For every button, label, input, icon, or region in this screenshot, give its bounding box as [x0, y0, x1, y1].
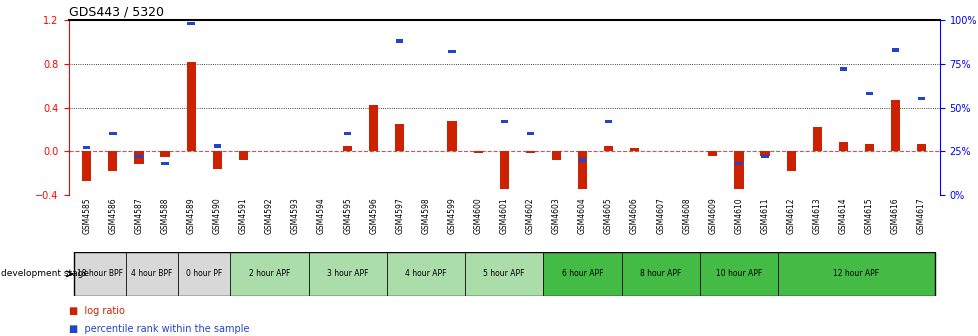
Text: 2 hour APF: 2 hour APF: [248, 269, 289, 278]
Bar: [699, 252, 778, 296]
Text: 6 hour APF: 6 hour APF: [561, 269, 602, 278]
Text: 4 hour APF: 4 hour APF: [405, 269, 446, 278]
Bar: [499, 151, 509, 190]
Bar: [448, 50, 455, 53]
Bar: [785, 151, 795, 171]
Bar: [891, 48, 898, 51]
Bar: [543, 252, 621, 296]
Text: 0 hour PF: 0 hour PF: [186, 269, 222, 278]
Text: 4 hour BPF: 4 hour BPF: [131, 269, 172, 278]
Bar: [734, 162, 742, 165]
Bar: [188, 22, 195, 25]
Bar: [578, 158, 586, 162]
Bar: [708, 151, 717, 156]
Bar: [126, 252, 178, 296]
Bar: [864, 143, 873, 151]
Bar: [734, 151, 742, 190]
Bar: [473, 151, 482, 153]
Text: development stage: development stage: [1, 269, 89, 278]
Bar: [109, 151, 117, 171]
Bar: [890, 100, 899, 151]
Text: ■  log ratio: ■ log ratio: [68, 306, 124, 316]
Bar: [110, 132, 116, 135]
Text: 18 hour BPF: 18 hour BPF: [76, 269, 122, 278]
Bar: [342, 146, 352, 151]
Bar: [500, 120, 508, 123]
Bar: [447, 121, 456, 151]
Bar: [552, 151, 560, 160]
Bar: [630, 148, 639, 151]
Bar: [917, 97, 924, 100]
Bar: [465, 252, 543, 296]
Text: 10 hour APF: 10 hour APF: [715, 269, 761, 278]
Bar: [212, 151, 222, 169]
Bar: [308, 252, 386, 296]
Bar: [134, 151, 144, 164]
Bar: [160, 151, 169, 157]
Bar: [343, 132, 351, 135]
Bar: [621, 252, 699, 296]
Bar: [603, 146, 612, 151]
Bar: [577, 151, 587, 190]
Bar: [82, 151, 91, 181]
Bar: [395, 124, 404, 151]
Bar: [778, 252, 934, 296]
Bar: [761, 155, 768, 158]
Bar: [386, 252, 465, 296]
Text: 3 hour APF: 3 hour APF: [327, 269, 368, 278]
Bar: [230, 252, 308, 296]
Bar: [369, 106, 378, 151]
Bar: [187, 62, 196, 151]
Text: ■  percentile rank within the sample: ■ percentile rank within the sample: [68, 324, 248, 334]
Text: 8 hour APF: 8 hour APF: [640, 269, 681, 278]
Bar: [525, 151, 534, 153]
Bar: [916, 143, 925, 151]
Text: GDS443 / 5320: GDS443 / 5320: [68, 6, 163, 19]
Bar: [396, 40, 403, 43]
Bar: [83, 146, 90, 149]
Bar: [239, 151, 247, 160]
Bar: [760, 151, 769, 156]
Text: 12 hour APF: 12 hour APF: [832, 269, 878, 278]
Bar: [178, 252, 230, 296]
Bar: [838, 142, 847, 151]
Bar: [604, 120, 611, 123]
Bar: [73, 252, 126, 296]
Bar: [839, 68, 846, 71]
Bar: [135, 155, 143, 158]
Bar: [161, 162, 168, 165]
Bar: [812, 127, 821, 151]
Bar: [865, 92, 872, 95]
Text: 5 hour APF: 5 hour APF: [483, 269, 524, 278]
Bar: [213, 144, 221, 148]
Bar: [526, 132, 533, 135]
